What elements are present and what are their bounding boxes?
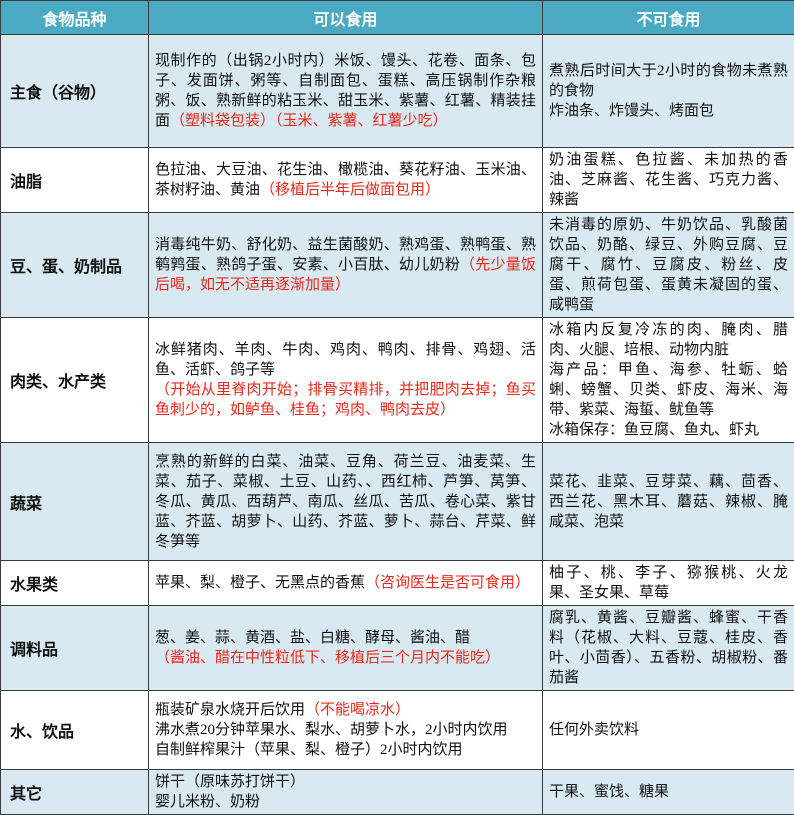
item-text: 冰鲜猪肉、羊肉、牛肉、鸡肉、鸭肉、排骨、鸡翅、活鱼、活虾、鸽子等 <box>155 342 536 378</box>
item-text: 烹熟的新鲜的白菜、油菜、豆角、荷兰豆、油麦菜、生菜、茄子、菜椒、土豆、山药、、西… <box>155 454 536 550</box>
can-eat-cell: 消毒纯牛奶、舒化奶、益生菌酸奶、熟鸡蛋、熟鸭蛋、熟鹌鹑蛋、熟鸽子蛋、安素、小百肽… <box>149 213 543 318</box>
item-text: 饼干（原味苏打饼干） <box>155 774 305 790</box>
item-text: 未消毒的原奶、牛奶饮品、乳酸菌饮品、奶酪、绿豆、外购豆腐、豆腐干、腐竹、豆腐皮、… <box>549 217 788 313</box>
text-paragraph: 任何外卖饮料 <box>549 720 788 740</box>
text-paragraph: 婴儿米粉、奶粉 <box>155 792 536 812</box>
item-text: 瓶装矿泉水烧开后饮用 <box>155 702 305 718</box>
note-text-red: （开始从里脊肉开始；排骨买精排，并把肥肉去掉；鱼买鱼刺少的，如鲈鱼、桂鱼；鸡肉、… <box>155 382 536 418</box>
text-paragraph: 饼干（原味苏打饼干） <box>155 772 536 792</box>
table-row: 水果类苹果、梨、橙子、无黑点的香蕉（咨询医生是否可食用） 柚子、桃、李子、猕猴桃、… <box>1 561 794 606</box>
category-cell: 肉类、水产类 <box>1 318 149 443</box>
table-row: 主食（谷物）现制作的（出锅2小时内）米饭、馒头、花卷、面条、包子、发面饼、粥等、… <box>1 35 794 148</box>
note-text-red: （咨询医生是否可食用） <box>365 575 530 591</box>
item-text: 冰箱保存：鱼豆腐、鱼丸、虾丸 <box>549 422 759 438</box>
cannot-eat-cell: 冰箱内反复冷冻的肉、腌肉、腊肉、火腿、培根、动物内脏海产品：甲鱼、海参、牡蛎、蛤… <box>543 318 794 443</box>
can-eat-cell: 现制作的（出锅2小时内）米饭、馒头、花卷、面条、包子、发面饼、粥等、自制面包、蛋… <box>149 35 543 148</box>
table-row: 调料品葱、姜、蒜、黄酒、盐、白糖、酵母、酱油、醋 （酱油、醋在中性粒低下、移植后三… <box>1 606 794 691</box>
text-paragraph: （开始从里脊肉开始；排骨买精排，并把肥肉去掉；鱼买鱼刺少的，如鲈鱼、桂鱼；鸡肉、… <box>155 380 536 420</box>
cannot-eat-cell: 腐乳、黄酱、豆瓣酱、蜂蜜、干香料（花椒、大料、豆蔻、桂皮、香叶、小茴香）、五香粉… <box>543 606 794 691</box>
category-cell: 油脂 <box>1 148 149 213</box>
item-text: 腐乳、黄酱、豆瓣酱、蜂蜜、干香料（花椒、大料、豆蔻、桂皮、香叶、小茴香）、五香粉… <box>549 610 788 686</box>
header-row: 食物品种可以食用不可食用 <box>1 1 794 35</box>
item-text: 炸油条、炸馒头、烤面包 <box>549 103 714 119</box>
cannot-eat-cell: 未消毒的原奶、牛奶饮品、乳酸菌饮品、奶酪、绿豆、外购豆腐、豆腐干、腐竹、豆腐皮、… <box>543 213 794 318</box>
item-text: 苹果、梨、橙子、无黑点的香蕉 <box>155 575 365 591</box>
note-text-red: （酱油、醋在中性粒低下、移植后三个月内不能吃） <box>155 650 500 666</box>
note-text-red: （移植后半年后做面包用） <box>260 182 440 198</box>
category-cell: 豆、蛋、奶制品 <box>1 213 149 318</box>
can-eat-cell: 饼干（原味苏打饼干） 婴儿米粉、奶粉 <box>149 770 543 815</box>
text-paragraph: （酱油、醋在中性粒低下、移植后三个月内不能吃） <box>155 648 536 668</box>
text-paragraph: 自制鲜榨果汁（苹果、梨、橙子）2小时内饮用 <box>155 740 536 760</box>
text-paragraph: 烹熟的新鲜的白菜、油菜、豆角、荷兰豆、油麦菜、生菜、茄子、菜椒、土豆、山药、、西… <box>155 452 536 552</box>
text-paragraph: 未消毒的原奶、牛奶饮品、乳酸菌饮品、奶酪、绿豆、外购豆腐、豆腐干、腐竹、豆腐皮、… <box>549 215 788 315</box>
table-row: 其它饼干（原味苏打饼干） 婴儿米粉、奶粉 干果、蜜饯、糖果 <box>1 770 794 815</box>
cannot-eat-cell: 菜花、韭菜、豆芽菜、藕、茴香、西兰花、黑木耳、蘑菇、辣椒、腌咸菜、泡菜 <box>543 443 794 561</box>
item-text: 奶油蛋糕、色拉酱、未加热的香油、芝麻酱、花生酱、巧克力酱、辣酱 <box>549 152 788 208</box>
text-paragraph: 消毒纯牛奶、舒化奶、益生菌酸奶、熟鸡蛋、熟鸭蛋、熟鹌鹑蛋、熟鸽子蛋、安素、小百肽… <box>155 235 536 295</box>
text-paragraph: 海产品：甲鱼、海参、牡蛎、蛤蜊、螃蟹、贝类、虾皮、海米、海带、紫菜、海蜇、鱿鱼等 <box>549 360 788 420</box>
table-row: 油脂色拉油、大豆油、花生油、橄榄油、葵花籽油、玉米油、茶树籽油、黄油（移植后半年… <box>1 148 794 213</box>
text-paragraph: 沸水煮20分钟苹果水、梨水、胡萝卜水，2小时内饮用 <box>155 720 536 740</box>
text-paragraph: 柚子、桃、李子、猕猴桃、火龙果、圣女果、草莓 <box>549 563 788 603</box>
text-paragraph: 瓶装矿泉水烧开后饮用（不能喝凉水） <box>155 700 536 720</box>
text-paragraph: 煮熟后时间大于2小时的食物未煮熟的食物 <box>549 61 788 101</box>
text-paragraph: 冰箱保存：鱼豆腐、鱼丸、虾丸 <box>549 420 788 440</box>
can-eat-cell: 苹果、梨、橙子、无黑点的香蕉（咨询医生是否可食用） <box>149 561 543 606</box>
item-text: 任何外卖饮料 <box>549 722 639 738</box>
item-text: 煮熟后时间大于2小时的食物未煮熟的食物 <box>549 63 788 99</box>
text-paragraph: 炸油条、炸馒头、烤面包 <box>549 101 788 121</box>
item-text: 冰箱内反复冷冻的肉、腌肉、腊肉、火腿、培根、动物内脏 <box>549 322 788 358</box>
can-eat-cell: 色拉油、大豆油、花生油、橄榄油、葵花籽油、玉米油、茶树籽油、黄油（移植后半年后做… <box>149 148 543 213</box>
can-eat-cell: 冰鲜猪肉、羊肉、牛肉、鸡肉、鸭肉、排骨、鸡翅、活鱼、活虾、鸽子等 （开始从里脊肉开… <box>149 318 543 443</box>
note-text-red: （不能喝凉水） <box>305 702 410 718</box>
table-body: 主食（谷物）现制作的（出锅2小时内）米饭、馒头、花卷、面条、包子、发面饼、粥等、… <box>1 35 794 815</box>
item-text: 干果、蜜饯、糖果 <box>549 784 669 800</box>
text-paragraph: 奶油蛋糕、色拉酱、未加热的香油、芝麻酱、花生酱、巧克力酱、辣酱 <box>549 150 788 210</box>
category-cell: 主食（谷物） <box>1 35 149 148</box>
item-text: 葱、姜、蒜、黄酒、盐、白糖、酵母、酱油、醋 <box>155 630 470 646</box>
can-eat-cell: 葱、姜、蒜、黄酒、盐、白糖、酵母、酱油、醋 （酱油、醋在中性粒低下、移植后三个月内… <box>149 606 543 691</box>
table-row: 蔬菜烹熟的新鲜的白菜、油菜、豆角、荷兰豆、油麦菜、生菜、茄子、菜椒、土豆、山药、… <box>1 443 794 561</box>
text-paragraph: 苹果、梨、橙子、无黑点的香蕉（咨询医生是否可食用） <box>155 573 536 593</box>
cannot-eat-cell: 奶油蛋糕、色拉酱、未加热的香油、芝麻酱、花生酱、巧克力酱、辣酱 <box>543 148 794 213</box>
note-text-red: （塑料袋包装）（玉米、紫薯、红薯少吃） <box>170 113 448 129</box>
item-text: 柚子、桃、李子、猕猴桃、火龙果、圣女果、草莓 <box>549 565 788 601</box>
header-cell-2: 不可食用 <box>543 1 794 35</box>
item-text: 海产品：甲鱼、海参、牡蛎、蛤蜊、螃蟹、贝类、虾皮、海米、海带、紫菜、海蜇、鱿鱼等 <box>549 362 788 418</box>
text-paragraph: 现制作的（出锅2小时内）米饭、馒头、花卷、面条、包子、发面饼、粥等、自制面包、蛋… <box>155 51 536 131</box>
category-cell: 调料品 <box>1 606 149 691</box>
category-cell: 水、饮品 <box>1 691 149 770</box>
text-paragraph: 冰箱内反复冷冻的肉、腌肉、腊肉、火腿、培根、动物内脏 <box>549 320 788 360</box>
text-paragraph: 腐乳、黄酱、豆瓣酱、蜂蜜、干香料（花椒、大料、豆蔻、桂皮、香叶、小茴香）、五香粉… <box>549 608 788 688</box>
text-paragraph: 葱、姜、蒜、黄酒、盐、白糖、酵母、酱油、醋 <box>155 628 536 648</box>
item-text: 沸水煮20分钟苹果水、梨水、胡萝卜水，2小时内饮用 <box>155 722 508 738</box>
text-paragraph: 菜花、韭菜、豆芽菜、藕、茴香、西兰花、黑木耳、蘑菇、辣椒、腌咸菜、泡菜 <box>549 472 788 532</box>
header-cell-0: 食物品种 <box>1 1 149 35</box>
cannot-eat-cell: 煮熟后时间大于2小时的食物未煮熟的食物炸油条、炸馒头、烤面包 <box>543 35 794 148</box>
text-paragraph: 色拉油、大豆油、花生油、橄榄油、葵花籽油、玉米油、茶树籽油、黄油（移植后半年后做… <box>155 160 536 200</box>
header-cell-1: 可以食用 <box>149 1 543 35</box>
can-eat-cell: 瓶装矿泉水烧开后饮用（不能喝凉水） 沸水煮20分钟苹果水、梨水、胡萝卜水，2小时内… <box>149 691 543 770</box>
table-row: 水、饮品瓶装矿泉水烧开后饮用（不能喝凉水） 沸水煮20分钟苹果水、梨水、胡萝卜水，… <box>1 691 794 770</box>
category-cell: 水果类 <box>1 561 149 606</box>
category-cell: 蔬菜 <box>1 443 149 561</box>
table-row: 肉类、水产类冰鲜猪肉、羊肉、牛肉、鸡肉、鸭肉、排骨、鸡翅、活鱼、活虾、鸽子等 （开… <box>1 318 794 443</box>
text-paragraph: 冰鲜猪肉、羊肉、牛肉、鸡肉、鸭肉、排骨、鸡翅、活鱼、活虾、鸽子等 <box>155 340 536 380</box>
item-text: 婴儿米粉、奶粉 <box>155 794 260 810</box>
can-eat-cell: 烹熟的新鲜的白菜、油菜、豆角、荷兰豆、油麦菜、生菜、茄子、菜椒、土豆、山药、、西… <box>149 443 543 561</box>
item-text: 菜花、韭菜、豆芽菜、藕、茴香、西兰花、黑木耳、蘑菇、辣椒、腌咸菜、泡菜 <box>549 474 788 530</box>
cannot-eat-cell: 干果、蜜饯、糖果 <box>543 770 794 815</box>
category-cell: 其它 <box>1 770 149 815</box>
cannot-eat-cell: 任何外卖饮料 <box>543 691 794 770</box>
text-paragraph: 干果、蜜饯、糖果 <box>549 782 788 802</box>
cannot-eat-cell: 柚子、桃、李子、猕猴桃、火龙果、圣女果、草莓 <box>543 561 794 606</box>
table-row: 豆、蛋、奶制品消毒纯牛奶、舒化奶、益生菌酸奶、熟鸡蛋、熟鸭蛋、熟鹌鹑蛋、熟鸽子蛋… <box>1 213 794 318</box>
item-text: 自制鲜榨果汁（苹果、梨、橙子）2小时内饮用 <box>155 742 463 758</box>
